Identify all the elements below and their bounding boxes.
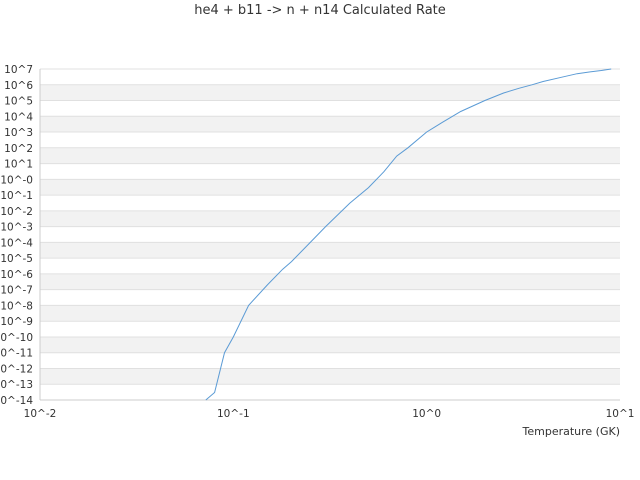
grid-band <box>40 195 620 211</box>
y-tick-label: 10^-11 <box>0 348 33 360</box>
x-tick-label: 10^1 <box>606 408 635 420</box>
y-tick-label: 10^-0 <box>0 174 33 186</box>
grid-band <box>40 147 620 164</box>
y-tick-label: 10^1 <box>4 159 33 171</box>
series-layer <box>205 68 612 401</box>
x-tick-label: 10^-2 <box>24 408 57 420</box>
y-tick-label: 10^-12 <box>0 363 33 375</box>
y-tick-label: 10^7 <box>4 64 33 76</box>
y-tick-label: 10^-5 <box>0 253 33 265</box>
y-tick-label: 10^4 <box>4 111 33 123</box>
y-tick-label: 10^-14 <box>0 395 33 407</box>
y-tick-label: 10^-13 <box>0 379 33 391</box>
grid-band <box>40 336 620 353</box>
y-tick-label: 10^-2 <box>0 206 33 218</box>
grid-band <box>40 242 620 259</box>
y-tick-label: 10^-6 <box>0 269 33 281</box>
y-tick-label: 10^-4 <box>0 237 33 249</box>
y-tick-label: 10^2 <box>4 143 33 155</box>
chart-title: he4 + b11 -> n + n14 Calculated Rate <box>194 3 446 18</box>
grid-band <box>40 210 620 227</box>
y-tick-label: 10^-9 <box>0 316 33 328</box>
grid-band <box>40 352 620 369</box>
y-tick-label: 10^3 <box>4 127 33 139</box>
y-tick-label: 10^-1 <box>0 190 33 202</box>
grid-band <box>40 69 620 85</box>
grid-band <box>40 289 620 306</box>
grid-band <box>40 132 620 148</box>
y-tick-label: 10^5 <box>4 96 33 108</box>
y-tick-label: 10^-7 <box>0 285 33 297</box>
y-tick-label: 10^-8 <box>0 300 33 312</box>
grid-band <box>40 321 620 337</box>
x-tick-label: 10^-1 <box>217 408 250 420</box>
x-axis-title: Temperature (GK) <box>522 425 621 438</box>
grid-band <box>40 163 620 180</box>
grid-band <box>40 273 620 290</box>
y-tick-label: 10^6 <box>4 80 33 92</box>
grid-band <box>40 368 620 385</box>
grid-band <box>40 116 620 133</box>
grid-band <box>40 258 620 274</box>
grid-band <box>40 305 620 322</box>
grid-band <box>40 84 620 101</box>
grid-band <box>40 100 620 117</box>
grid-bands <box>40 68 620 401</box>
y-tick-labels: 10^-14 10^-13 10^-12 10^-11 10^-10 10^-9 10^-8… <box>0 64 33 407</box>
grid-band <box>40 384 620 400</box>
grid-band <box>40 179 620 196</box>
x-tick-label: 10^0 <box>412 408 441 420</box>
rate-line <box>205 68 612 401</box>
chart-axes <box>39 69 620 401</box>
y-tick-label: 10^-10 <box>0 332 33 344</box>
grid-band <box>40 226 620 243</box>
y-tick-label: 10^-3 <box>0 222 33 234</box>
x-tick-labels: 10^-2 10^-1 10^0 10^1 <box>24 408 635 420</box>
